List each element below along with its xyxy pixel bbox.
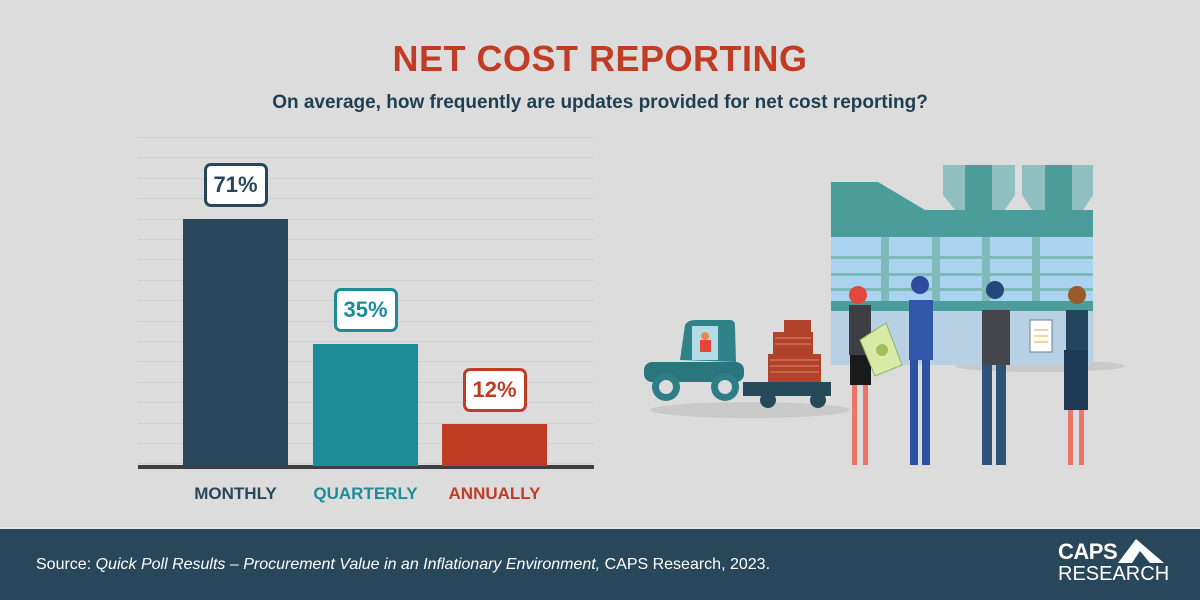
bar-quarterly [313, 344, 418, 466]
source-citation: Source: Quick Poll Results – Procurement… [36, 556, 770, 574]
factory-business-illustration [644, 165, 1125, 465]
gridline [138, 259, 594, 261]
mountain-icon [1118, 539, 1164, 563]
source-title: Quick Poll Results – Procurement Value i… [95, 556, 601, 573]
value-label: 71% [203, 163, 268, 207]
category-label: MONTHLY [194, 484, 277, 503]
page-subtitle: On average, how frequently are updates p… [272, 92, 928, 113]
gridline [138, 218, 594, 220]
logo-caps-text: CAPS [1058, 539, 1118, 564]
source-suffix: CAPS Research, 2023. [600, 556, 771, 573]
gridline [138, 239, 594, 240]
gridline [138, 157, 594, 159]
gridline [138, 279, 594, 281]
value-label: 12% [462, 368, 527, 413]
category-label: ANNUALLY [448, 484, 541, 503]
gridline [138, 341, 594, 342]
gridline [138, 198, 594, 200]
bar-monthly [183, 219, 288, 466]
gridline [138, 177, 594, 179]
page-title: NET COST REPORTING [392, 38, 808, 79]
source-prefix: Source: [36, 556, 96, 573]
footer-bar: Source: Quick Poll Results – Procurement… [0, 527, 1200, 600]
gridline [138, 137, 594, 138]
bar-annually [442, 424, 547, 466]
value-label: 35% [333, 288, 398, 333]
category-label: QUARTERLY [313, 484, 418, 503]
x-axis-line [138, 465, 594, 469]
logo-research-text: RESEARCH [1058, 563, 1170, 585]
caps-research-logo: CAPS RESEARCH [1050, 539, 1170, 594]
